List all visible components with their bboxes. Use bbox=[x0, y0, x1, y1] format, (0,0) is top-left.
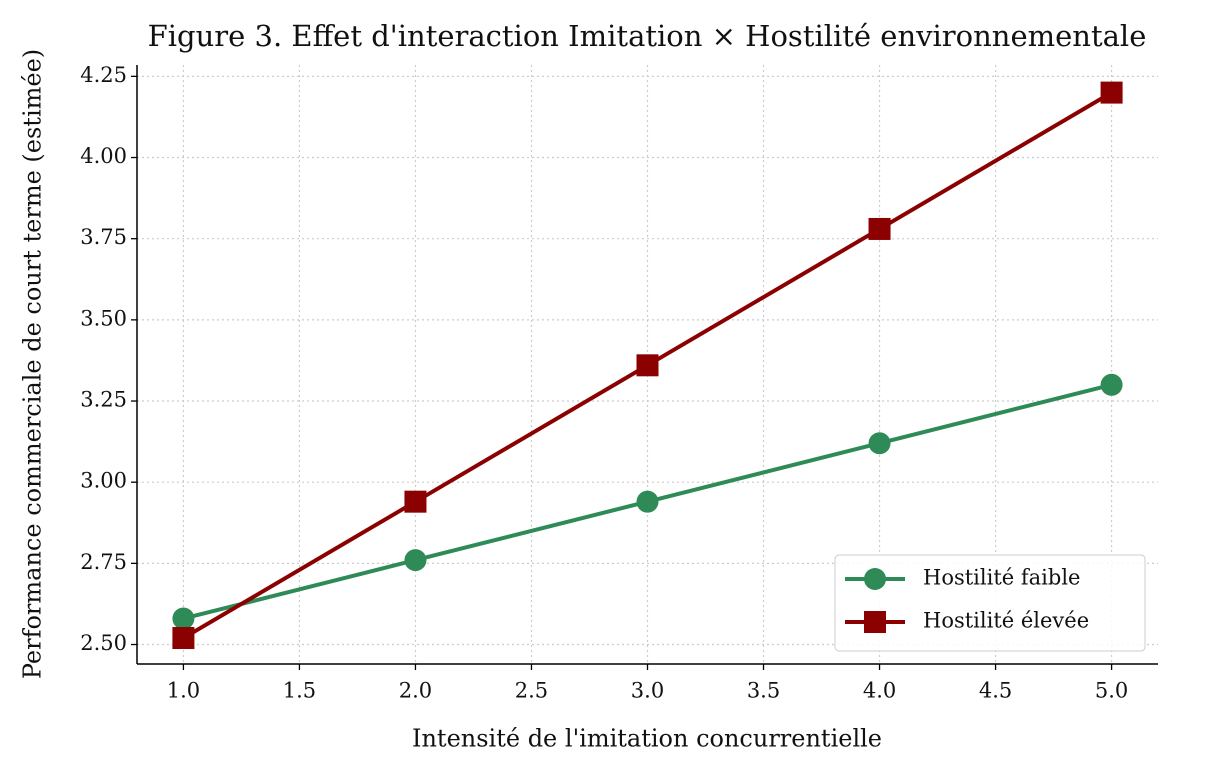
y-tick-label: 3.75 bbox=[80, 225, 127, 249]
y-tick-label: 2.75 bbox=[80, 550, 127, 574]
marker bbox=[636, 354, 659, 377]
y-tick-label: 4.25 bbox=[80, 63, 127, 87]
x-tick-label: 5.0 bbox=[1095, 679, 1128, 703]
legend-box bbox=[834, 554, 1146, 652]
y-tick-label: 2.50 bbox=[80, 631, 127, 655]
legend-marker bbox=[864, 611, 886, 633]
marker bbox=[404, 490, 427, 513]
x-tick-label: 1.0 bbox=[167, 679, 200, 703]
x-tick-label: 3.0 bbox=[631, 679, 664, 703]
legend-label: Hostilité faible bbox=[923, 566, 1080, 590]
marker bbox=[172, 607, 195, 630]
x-tick-label: 4.5 bbox=[979, 679, 1012, 703]
marker bbox=[868, 432, 891, 455]
x-tick-label: 2.0 bbox=[399, 679, 432, 703]
y-tick-label: 3.50 bbox=[80, 306, 127, 330]
x-tick-label: 1.5 bbox=[283, 679, 316, 703]
x-tick-label: 2.5 bbox=[515, 679, 548, 703]
x-tick-label: 3.5 bbox=[747, 679, 780, 703]
y-tick-label: 4.00 bbox=[80, 144, 127, 168]
x-axis-label: Intensité de l'imitation concurrentielle bbox=[412, 725, 882, 753]
chart-title: Figure 3. Effet d'interaction Imitation … bbox=[148, 19, 1147, 53]
legend-marker bbox=[864, 568, 886, 590]
y-tick-label: 3.25 bbox=[80, 388, 127, 412]
marker bbox=[404, 549, 427, 572]
marker bbox=[1100, 373, 1123, 396]
y-tick-label: 3.00 bbox=[80, 469, 127, 493]
legend-label: Hostilité élevée bbox=[923, 609, 1089, 633]
marker bbox=[172, 627, 195, 650]
x-tick-label: 4.0 bbox=[863, 679, 896, 703]
y-axis-label: Performance commerciale de court terme (… bbox=[19, 49, 47, 679]
marker bbox=[868, 217, 891, 240]
marker bbox=[1100, 81, 1123, 104]
legend: Hostilité faible Hostilité élevée bbox=[834, 554, 1146, 652]
marker bbox=[636, 490, 659, 513]
